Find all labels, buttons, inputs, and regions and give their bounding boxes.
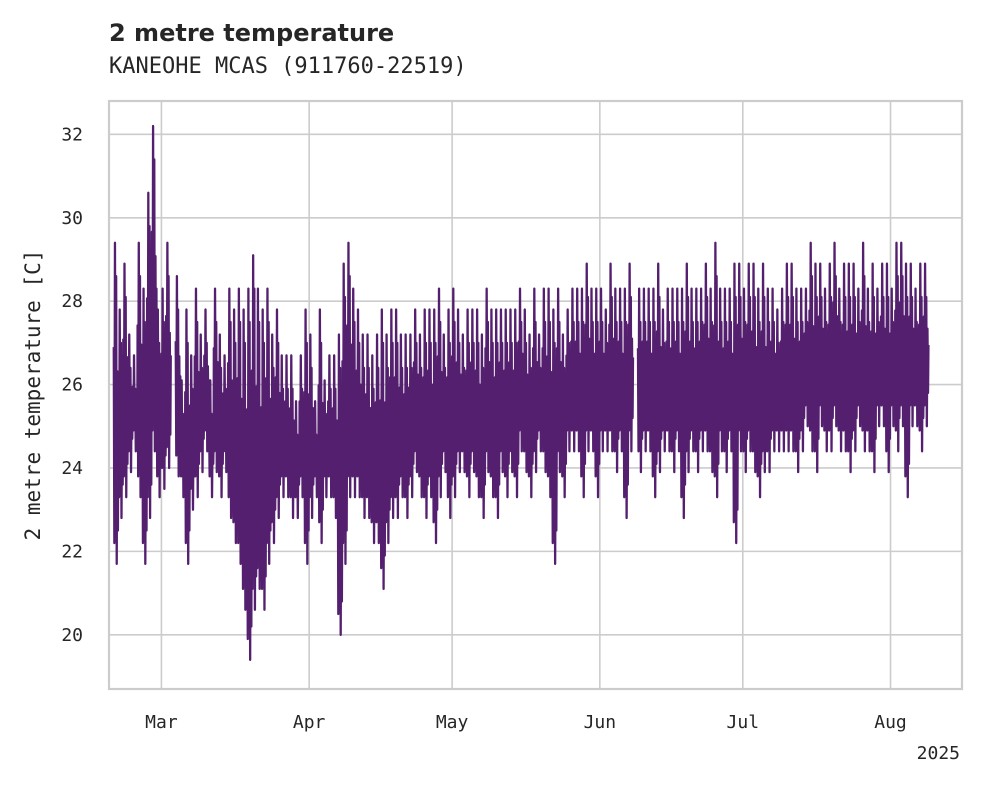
x-tick-label: Jul bbox=[727, 712, 760, 733]
x-tick-label: Mar bbox=[145, 712, 178, 733]
plot-frame bbox=[107, 99, 964, 691]
y-tick-label: 30 bbox=[61, 208, 83, 229]
temperature-series-line bbox=[112, 124, 930, 661]
y-tick-label: 22 bbox=[61, 541, 83, 562]
x-tick-label: Aug bbox=[874, 712, 907, 733]
x-tick-label: Jun bbox=[584, 712, 617, 733]
chart-subtitle: KANEOHE MCAS (911760-22519) bbox=[109, 54, 467, 79]
x-tick-label: Apr bbox=[293, 712, 326, 733]
tick-labels: 20 22 24 26 28 30 32 Mar Apr May Jun Jul Aug bbox=[61, 124, 906, 733]
x-tick-label: May bbox=[436, 712, 469, 733]
x-axis-year-label: 2025 bbox=[917, 743, 960, 764]
y-tick-label: 26 bbox=[61, 375, 83, 396]
y-axis-label: 2 metre temperature [C] bbox=[21, 250, 45, 541]
y-tick-label: 24 bbox=[61, 458, 83, 479]
y-tick-label: 20 bbox=[61, 625, 83, 646]
series-layer bbox=[112, 124, 930, 661]
y-tick-label: 28 bbox=[61, 291, 83, 312]
y-tick-label: 32 bbox=[61, 124, 83, 145]
chart-title: 2 metre temperature bbox=[109, 19, 394, 47]
